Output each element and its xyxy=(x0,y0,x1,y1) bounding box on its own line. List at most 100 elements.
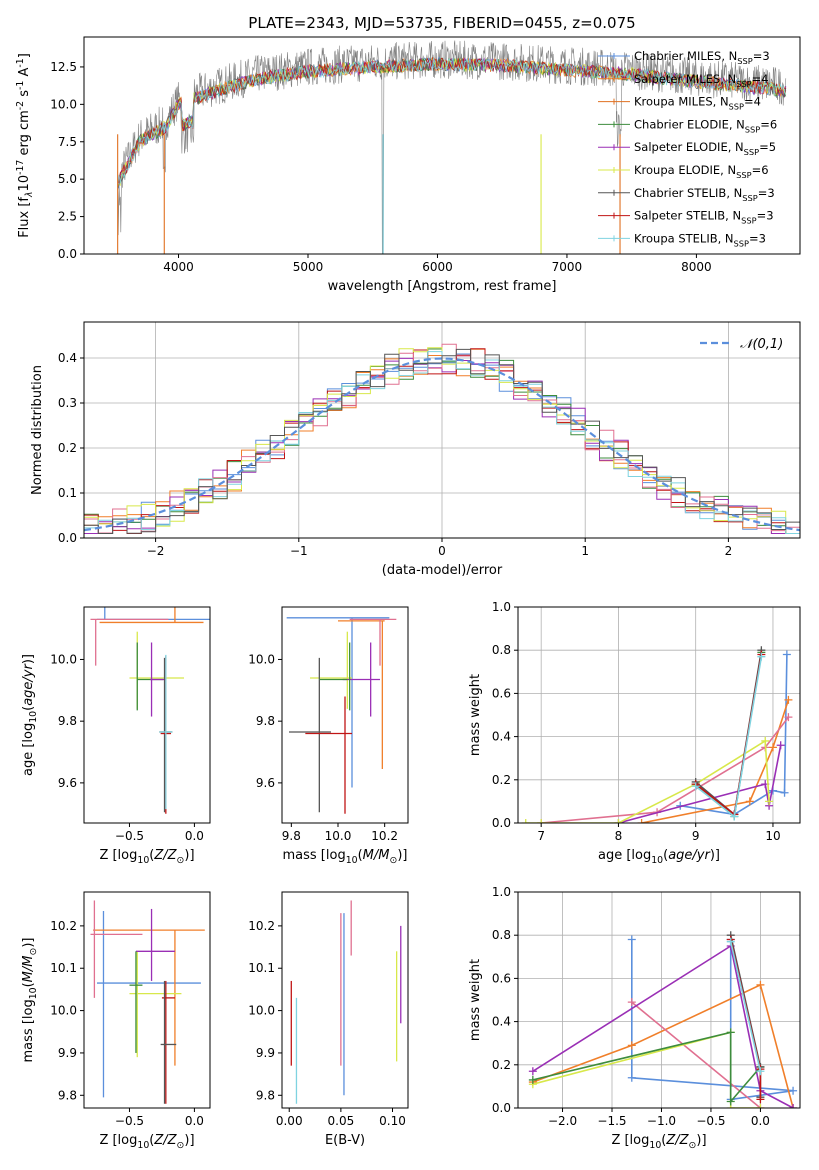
model-spectrum-line xyxy=(117,56,786,184)
x-tick-label: −1 xyxy=(290,544,308,558)
weight-marker xyxy=(789,1086,798,1095)
weight-marker xyxy=(745,797,754,806)
error-bar-point xyxy=(129,951,143,1053)
x-tick-label: −0.5 xyxy=(115,1114,144,1128)
plot-area xyxy=(286,617,397,814)
weight-marker xyxy=(757,652,766,661)
y-tick-label: 0.0 xyxy=(58,531,77,545)
x-tick-label: 0.0 xyxy=(185,1114,204,1128)
weight-line xyxy=(532,1031,762,1104)
error-bar-point xyxy=(90,900,143,998)
weight-series xyxy=(726,937,765,1076)
axes-frame xyxy=(83,36,801,255)
y-tick-label: 0.1 xyxy=(58,486,77,500)
weight-marker xyxy=(784,695,793,704)
error-bar-point xyxy=(96,911,201,1098)
axes-frame xyxy=(517,606,801,824)
weight-marker xyxy=(521,819,530,823)
weight-marker xyxy=(627,1041,636,1050)
plot-area xyxy=(290,900,402,1104)
model-spectrum-line xyxy=(117,57,787,183)
weight-marker xyxy=(756,1095,765,1104)
error-bar-point xyxy=(160,980,177,1104)
x-tick-label: 8000 xyxy=(681,260,712,274)
y-tick-label: 10.0 xyxy=(248,652,275,666)
y-tick-label: 0.2 xyxy=(58,441,77,455)
weight-line xyxy=(729,941,762,1072)
y-tick-label: 0.0 xyxy=(492,1101,511,1115)
error-bar-point xyxy=(349,618,397,666)
weight-marker xyxy=(784,713,793,722)
weight-line xyxy=(641,699,790,823)
weight-marker xyxy=(730,812,739,821)
error-bar-point xyxy=(305,696,352,814)
weight-marker xyxy=(776,741,785,750)
axes-frame xyxy=(517,891,801,1109)
x-tick-label: 7000 xyxy=(552,260,583,274)
y-axis-label: mass [log10(M/M⊙)] xyxy=(21,938,39,1063)
x-tick-label: 4000 xyxy=(163,260,194,274)
axes-spectrum: 4000 5000 6000 7000 8000 0.0 2.5 5.0 7.5 10.0 12.5… xyxy=(15,14,801,294)
y-axis-label: mass weight xyxy=(468,959,483,1041)
axes-z_mass: −0.5 0.0 9.8 9.9 10.0 10.1 10.2 Z [log10(Z/Z⊙)]… xyxy=(21,891,211,1151)
y-tick-label: 2.5 xyxy=(58,210,77,224)
weight-series xyxy=(528,1028,765,1106)
y-axis-label: Normed distribution xyxy=(30,365,45,495)
plot-area xyxy=(90,900,205,1104)
axes-z_age: −0.5 0.0 9.6 9.8 10.0 Z [log10(Z/Z⊙)] age [log… xyxy=(21,606,211,866)
x-tick-label: −1.0 xyxy=(647,1114,676,1128)
x-tick-label: 0 xyxy=(438,544,446,558)
weight-marker xyxy=(614,819,623,823)
x-tick-label: 10.0 xyxy=(325,829,352,843)
y-tick-label: 9.8 xyxy=(58,714,77,728)
error-bar-point xyxy=(135,908,175,981)
weight-line xyxy=(525,739,770,823)
x-axis-label: mass [log10(M/M⊙)] xyxy=(283,848,408,866)
weight-line xyxy=(541,716,790,823)
x-tick-label: −1.5 xyxy=(597,1114,626,1128)
y-tick-label: 7.5 xyxy=(58,135,77,149)
x-tick-label: 6000 xyxy=(422,260,453,274)
x-tick-label: 9.8 xyxy=(282,829,301,843)
error-bar-point xyxy=(93,929,205,1066)
x-tick-label: 0.0 xyxy=(185,829,204,843)
weight-series xyxy=(637,695,793,823)
x-axis-label: E(B-V) xyxy=(325,1133,365,1148)
y-tick-label: 10.2 xyxy=(248,919,275,933)
weight-marker xyxy=(637,819,646,823)
weight-marker xyxy=(756,1104,765,1108)
weight-marker xyxy=(756,1067,765,1076)
legend-label: Kroupa ELODIE, NSSP=6 xyxy=(634,163,769,180)
y-tick-label: 12.5 xyxy=(50,60,77,74)
y-tick-label: 0.0 xyxy=(492,816,511,830)
weight-marker xyxy=(789,1104,798,1108)
y-tick-label: 0.4 xyxy=(492,1015,511,1029)
x-tick-label: −0.5 xyxy=(696,1114,725,1128)
y-tick-label: 0.6 xyxy=(492,971,511,985)
error-bar-point xyxy=(286,617,390,788)
legend-label: Chabrier MILES, NSSP=3 xyxy=(634,49,770,66)
x-tick-label: 0.10 xyxy=(379,1114,406,1128)
weight-marker xyxy=(528,1067,537,1076)
axes-frame xyxy=(281,606,409,824)
x-tick-label: −2 xyxy=(147,544,165,558)
weight-series xyxy=(528,980,798,1108)
y-tick-label: 9.8 xyxy=(256,1088,275,1102)
y-tick-label: 9.8 xyxy=(256,714,275,728)
y-tick-label: 10.0 xyxy=(50,1004,77,1018)
axes-frame xyxy=(83,891,211,1109)
weight-marker xyxy=(780,788,789,797)
residual-histogram xyxy=(84,348,800,534)
y-tick-label: 0.4 xyxy=(492,730,511,744)
weight-marker xyxy=(782,650,791,659)
x-axis-label: wavelength [Angstrom, rest frame] xyxy=(328,279,557,294)
error-bar-point xyxy=(338,620,385,769)
weight-marker xyxy=(768,743,777,752)
error-bar-point xyxy=(159,654,173,810)
legend-label: Chabrier ELODIE, NSSP=6 xyxy=(634,117,777,134)
weight-marker xyxy=(537,819,546,823)
weight-marker xyxy=(726,1097,735,1106)
x-tick-label: 10 xyxy=(765,829,780,843)
y-tick-label: 9.6 xyxy=(256,776,275,790)
